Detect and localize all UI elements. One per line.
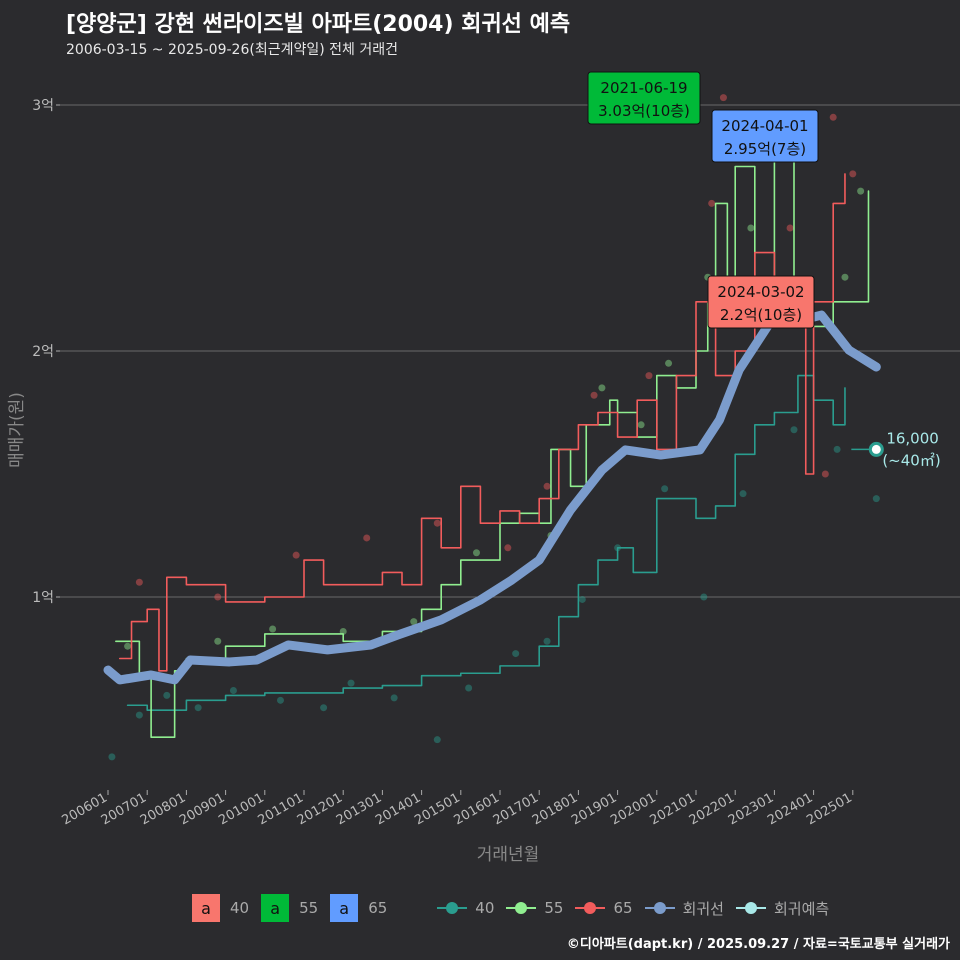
scatter-point-40	[833, 445, 841, 453]
x-tick-label: 202501	[804, 790, 854, 828]
scatter-point-40	[135, 711, 143, 719]
scatter-point-40	[390, 694, 398, 702]
scatter-point-55	[124, 642, 132, 650]
prediction-value-label: 16,000	[886, 429, 939, 447]
scatter-point-40	[194, 704, 202, 712]
footer-credit: ©디아파트(dapt.kr) / 2025.09.27 / 자료=국토교통부 실…	[566, 937, 950, 952]
annotation-box	[707, 275, 815, 329]
scatter-point-65	[504, 544, 512, 552]
legend-regression-icon	[644, 901, 675, 915]
y-tick-label: 3억	[32, 98, 54, 114]
y-tick-label: 2억	[32, 344, 54, 360]
scatter-point-40	[512, 650, 520, 658]
series-line-40	[126, 374, 846, 711]
prediction-area-label: (~40㎡)	[882, 451, 940, 469]
legend-box-40: a	[192, 894, 220, 922]
legend-line-55-icon	[506, 901, 537, 915]
scatter-point-40	[320, 704, 328, 712]
scatter-point-65	[292, 551, 300, 559]
annotation-date: 2024-04-01	[721, 117, 808, 135]
legend-label: 65	[368, 899, 388, 917]
scatter-point-40	[872, 495, 880, 503]
legend-label: 회귀예측	[773, 899, 830, 918]
scatter-point-40	[108, 753, 116, 761]
legend-label: 55	[544, 899, 564, 917]
scatter-point-65	[543, 482, 551, 490]
annotation-value: 3.03억(10층)	[598, 102, 690, 120]
scatter-point-40	[465, 684, 473, 692]
legend-line-65-icon	[575, 901, 606, 915]
legend-label: 회귀선	[682, 899, 724, 918]
series-line-회귀선	[103, 305, 881, 685]
scatter-point-55	[747, 224, 755, 232]
legend-line-40-icon	[437, 901, 468, 915]
legend-prediction-icon	[735, 901, 766, 915]
annotation-box	[587, 71, 701, 125]
legend-label: 40	[475, 899, 495, 917]
prediction-point	[868, 441, 884, 457]
chart-title: [양양군] 강현 썬라이즈빌 아파트(2004) 회귀선 예측	[66, 12, 571, 37]
scatter-point-65	[829, 113, 837, 121]
scatter-point-65	[214, 593, 222, 601]
scatter-point-55	[857, 187, 865, 195]
scatter-point-40	[739, 490, 747, 498]
scatter-point-55	[637, 421, 645, 429]
annotation-value: 2.95억(7층)	[724, 140, 806, 158]
legend-label: 40	[230, 899, 250, 917]
scatter-point-40	[276, 696, 284, 704]
scatter-point-40	[661, 485, 669, 493]
scatter-point-55	[841, 273, 849, 281]
annotation-box	[711, 109, 819, 163]
chart-subtitle: 2006-03-15 ~ 2025-09-26(최근계약일) 전체 거래건	[66, 42, 398, 58]
scatter-point-55	[472, 549, 480, 557]
legend: a 40 a 55 a 65 40 55 65 회귀선 회귀예측	[192, 894, 841, 922]
scatter-point-40	[578, 595, 586, 603]
legend-box-65: a	[330, 894, 359, 922]
annotation-date: 2021-06-19	[600, 79, 687, 97]
scatter-point-65	[433, 519, 441, 527]
legend-label: 55	[299, 899, 319, 917]
scatter-point-65	[363, 534, 371, 542]
scatter-point-40	[347, 679, 355, 687]
scatter-point-55	[598, 384, 606, 392]
scatter-point-40	[433, 736, 441, 744]
y-axis-title: 매매가(원)	[7, 392, 27, 468]
scatter-point-55	[214, 637, 222, 645]
scatter-point-65	[849, 170, 857, 178]
series-line-65	[118, 173, 846, 672]
scatter-point-55	[665, 359, 673, 367]
y-tick-label: 1억	[32, 590, 54, 606]
annotation-value: 2.2억(10층)	[720, 306, 802, 324]
scatter-point-65	[719, 94, 727, 102]
scatter-point-40	[543, 637, 551, 645]
scatter-point-55	[410, 618, 418, 626]
scatter-point-55	[269, 625, 277, 633]
scatter-point-40	[700, 593, 708, 601]
legend-label: 65	[613, 899, 633, 917]
scatter-point-65	[786, 224, 794, 232]
series-line-55	[115, 153, 870, 739]
scatter-point-65	[645, 372, 653, 380]
scatter-point-65	[821, 470, 829, 478]
annotation-date: 2024-03-02	[717, 283, 804, 301]
scatter-point-65	[135, 578, 143, 586]
legend-box-55: a	[261, 894, 290, 922]
x-axis-title: 거래년월	[477, 845, 540, 865]
scatter-point-40	[229, 686, 237, 694]
scatter-point-40	[163, 691, 171, 699]
scatter-point-65	[708, 199, 716, 207]
scatter-point-40	[790, 426, 798, 434]
scatter-point-65	[590, 391, 598, 399]
